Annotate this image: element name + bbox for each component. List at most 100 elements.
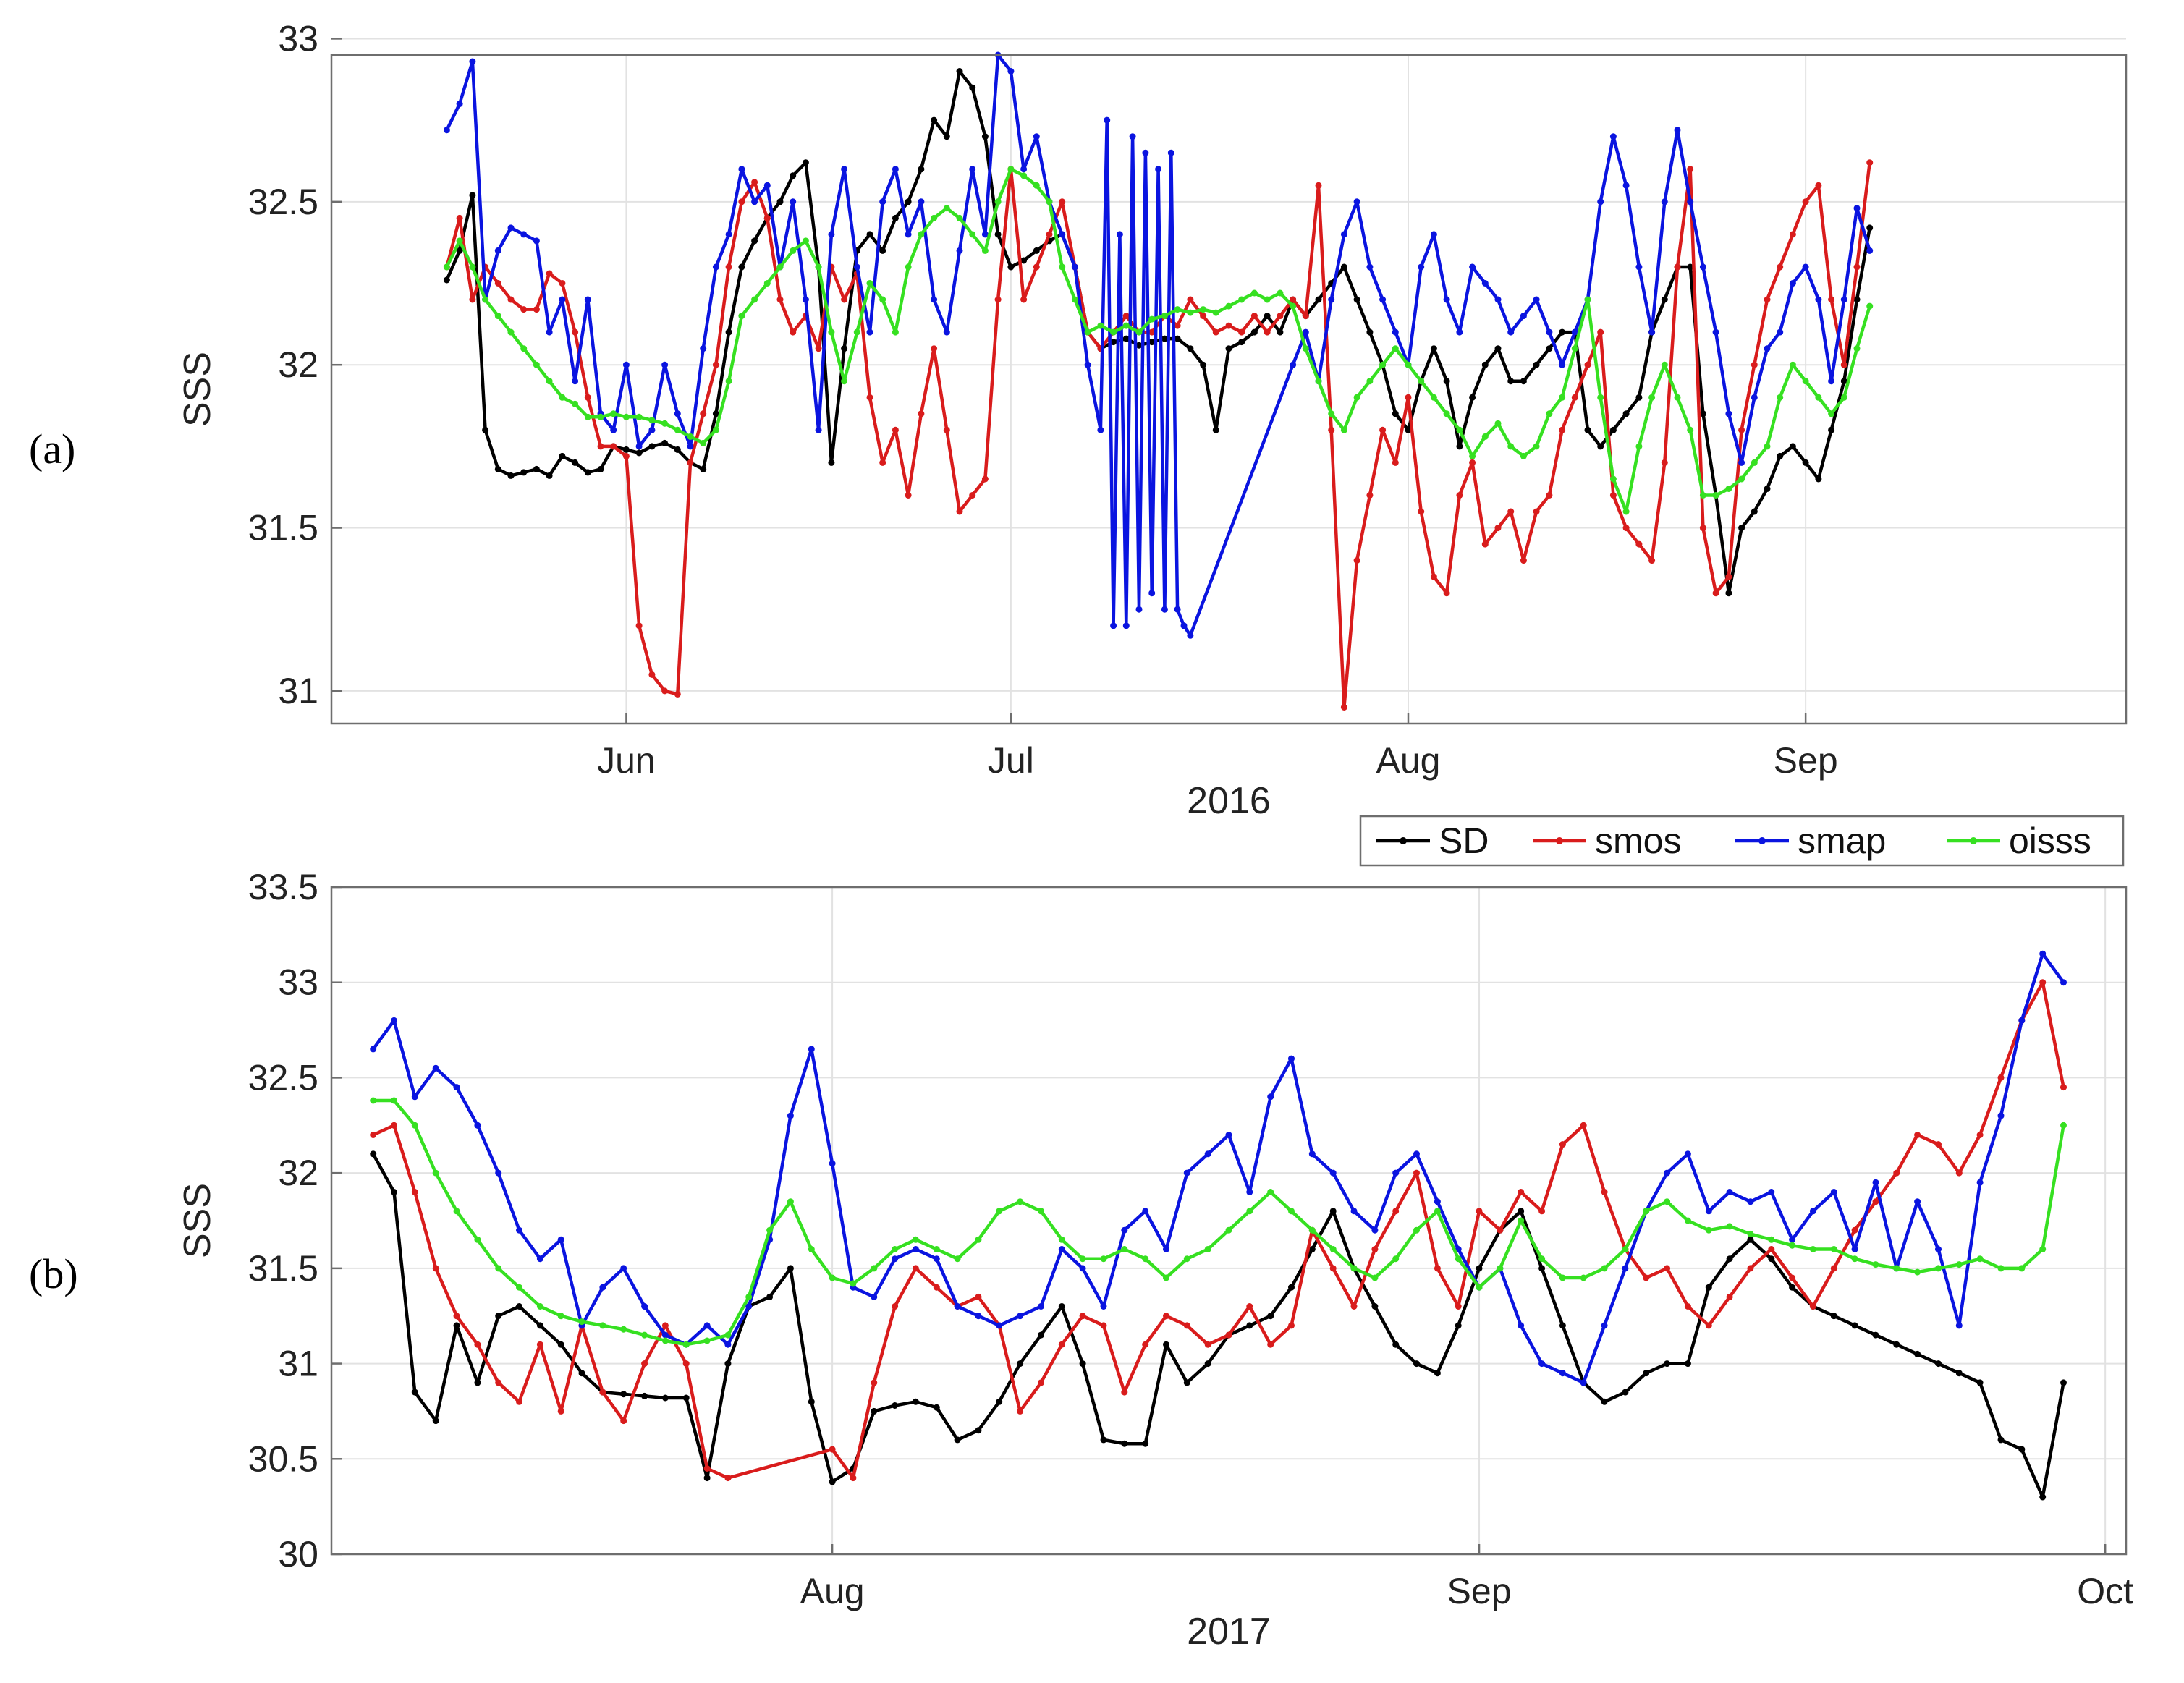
point-smos-a-88 <box>1571 394 1578 401</box>
point-SD-b-8 <box>536 1322 543 1329</box>
point-oisss-a-108 <box>1828 410 1835 417</box>
point-SD-b-17 <box>724 1360 732 1368</box>
point-smos-b-27 <box>1017 1407 1024 1415</box>
point-oisss-a-65 <box>1277 289 1284 297</box>
point-SD-a-21 <box>712 410 719 417</box>
point-smap-b-45 <box>1308 1150 1316 1158</box>
point-SD-a-75 <box>1405 426 1412 433</box>
point-smap-a-15 <box>635 443 643 450</box>
point-oisss-a-95 <box>1661 361 1668 368</box>
point-SD-a-92 <box>1622 410 1630 417</box>
point-SD-a-72 <box>1366 328 1374 336</box>
point-SD-a-102 <box>1751 508 1758 515</box>
legend: SD smos smap oisss <box>1359 815 2125 867</box>
point-smos-a-6 <box>520 306 528 313</box>
point-smap-a-77 <box>1430 231 1437 238</box>
point-SD-a-46 <box>1033 247 1040 254</box>
point-smap-a-27 <box>790 198 797 205</box>
point-SD-b-73 <box>1893 1341 1900 1348</box>
point-oisss-a-4 <box>494 313 501 320</box>
point-smos-a-92 <box>1622 525 1630 532</box>
point-oisss-b-66 <box>1747 1230 1754 1237</box>
point-oisss-b-55 <box>1518 1217 1525 1224</box>
point-smap-b-48 <box>1371 1226 1379 1234</box>
point-oisss-a-83 <box>1507 443 1515 450</box>
point-oisss-a-3 <box>482 296 489 303</box>
point-oisss-a-104 <box>1777 394 1784 401</box>
point-smap-b-69 <box>1809 1208 1816 1215</box>
point-SD-b-68 <box>1789 1284 1796 1291</box>
point-smos-b-46 <box>1413 1169 1420 1177</box>
point-smos-b-77 <box>2060 1084 2067 1091</box>
point-smos-b-35 <box>1183 1322 1190 1329</box>
point-smap-b-31 <box>1017 1313 1024 1320</box>
point-SD-b-75 <box>1935 1360 1942 1368</box>
point-smos-b-72 <box>1955 1169 1963 1177</box>
point-SD-a-9 <box>559 452 566 459</box>
point-oisss-a-94 <box>1648 394 1656 401</box>
point-smos-b-32 <box>1121 1389 1128 1396</box>
point-oisss-a-47 <box>1046 198 1053 205</box>
point-oisss-a-110 <box>1853 345 1861 352</box>
point-smos-b-23 <box>933 1284 940 1291</box>
point-smos-b-20 <box>871 1379 878 1386</box>
point-oisss-b-73 <box>1893 1265 1900 1272</box>
point-SD-b-22 <box>829 1478 836 1485</box>
point-smap-a-80 <box>1469 263 1476 271</box>
point-SD-a-17 <box>661 439 669 446</box>
ytick-label-b-3: 31.5 <box>248 1248 318 1289</box>
point-SD-a-97 <box>1687 263 1694 271</box>
point-smos-a-41 <box>969 492 976 499</box>
point-smap-b-74 <box>1914 1198 1921 1205</box>
point-smap-b-27 <box>933 1255 940 1263</box>
point-SD-a-84 <box>1520 378 1527 385</box>
point-SD-b-40 <box>1204 1360 1211 1368</box>
point-smap-a-82 <box>1494 296 1502 303</box>
point-smap-a-10 <box>572 378 579 385</box>
point-oisss-a-32 <box>853 328 860 336</box>
point-smap-a-37 <box>918 198 925 205</box>
point-oisss-b-9 <box>557 1313 564 1320</box>
point-oisss-a-106 <box>1802 378 1809 385</box>
point-smos-b-61 <box>1726 1293 1733 1300</box>
point-oisss-a-102 <box>1751 459 1758 466</box>
point-smap-b-65 <box>1726 1189 1733 1195</box>
point-oisss-b-69 <box>1809 1246 1816 1252</box>
point-oisss-b-43 <box>1267 1189 1274 1195</box>
point-smos-b-67 <box>1851 1226 1858 1234</box>
point-SD-a-63 <box>1250 328 1258 336</box>
point-smap-b-35 <box>1100 1303 1107 1310</box>
point-SD-a-55 <box>1148 339 1156 346</box>
point-SD-a-53 <box>1122 335 1130 342</box>
point-oisss-a-64 <box>1264 296 1271 303</box>
point-SD-b-53 <box>1476 1265 1483 1272</box>
point-oisss-a-17 <box>661 420 669 427</box>
point-smos-a-46 <box>1033 263 1040 271</box>
ytick-label-b-4: 32 <box>278 1153 318 1193</box>
point-oisss-b-29 <box>975 1236 982 1243</box>
point-SD-a-34 <box>879 247 886 254</box>
point-SD-a-87 <box>1559 328 1566 336</box>
point-oisss-a-19 <box>687 433 694 440</box>
point-smap-b-25 <box>892 1255 899 1263</box>
point-oisss-a-50 <box>1084 328 1091 336</box>
point-smos-a-53 <box>1122 313 1130 320</box>
ytick-label-a-1: 31.5 <box>248 508 318 548</box>
point-smap-a-103 <box>1764 345 1771 352</box>
point-oisss-b-34 <box>1079 1255 1086 1263</box>
point-smap-a-87 <box>1559 361 1566 368</box>
point-oisss-a-78 <box>1443 410 1450 417</box>
point-smos-b-17 <box>724 1475 732 1482</box>
point-smap-b-13 <box>641 1303 648 1310</box>
point-SD-a-65 <box>1277 328 1284 336</box>
point-smos-a-105 <box>1789 231 1796 238</box>
point-smos-b-57 <box>1643 1274 1650 1281</box>
point-smos-a-97 <box>1687 166 1694 173</box>
point-SD-b-26 <box>912 1398 919 1405</box>
point-oisss-a-11 <box>584 413 591 420</box>
point-smap-a-91 <box>1609 133 1617 140</box>
point-oisss-a-79 <box>1456 426 1463 433</box>
point-oisss-a-69 <box>1328 410 1335 417</box>
point-SD-a-80 <box>1469 394 1476 401</box>
point-smap-a-84 <box>1520 313 1527 320</box>
